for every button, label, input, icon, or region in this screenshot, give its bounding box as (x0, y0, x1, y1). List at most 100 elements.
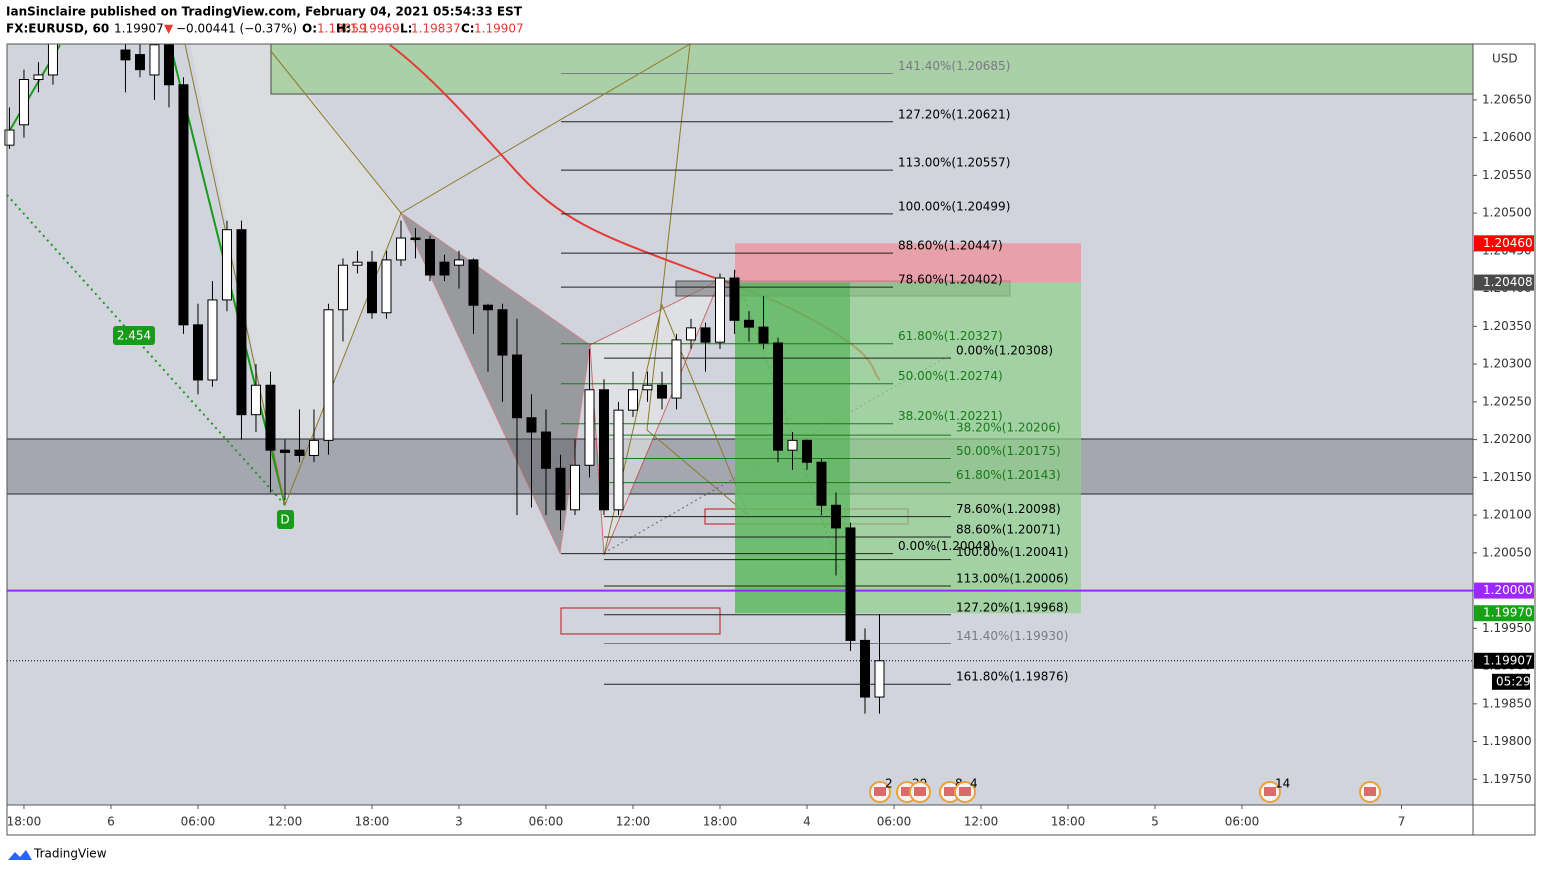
candle-body (526, 417, 537, 433)
fib-label: 61.80%(1.20143) (956, 468, 1061, 482)
l-label: L: (400, 22, 412, 36)
y-tick-label: 1.20050 (1482, 545, 1532, 559)
o: 1.19859 (317, 22, 367, 36)
fib-label: 0.00%(1.20308) (956, 344, 1053, 358)
candle-body (714, 277, 725, 343)
candle-body (758, 326, 769, 344)
y-tick-label: 1.20350 (1482, 319, 1532, 333)
price-label-box (1474, 235, 1534, 252)
candle-body (700, 327, 711, 343)
supply-zone (270, 43, 1474, 95)
price-label: 1.20000 (1483, 583, 1533, 597)
price-label: 1.19970 (1483, 606, 1533, 620)
candle-body (685, 327, 696, 341)
candle-body (772, 342, 783, 451)
x-tick-label: 4 (803, 815, 811, 829)
x-tick-label: 6 (107, 815, 115, 829)
candle-body (555, 467, 566, 511)
fib-label: 113.00%(1.20006) (956, 572, 1068, 586)
candle-body (178, 84, 189, 326)
candle-body (584, 389, 595, 466)
c: 1.19907 (474, 22, 524, 36)
pattern-fill (190, 44, 401, 505)
x-tick-label: 12:00 (964, 815, 999, 829)
candle-body (192, 324, 203, 381)
fib-label: 141.40%(1.20685) (898, 59, 1010, 73)
time-axis (7, 806, 1535, 835)
box (560, 607, 721, 635)
fib-label: 127.20%(1.20621) (898, 107, 1010, 121)
candle-body (671, 339, 682, 399)
fib-label: 50.00%(1.20274) (898, 369, 1003, 383)
o-label: O: (302, 22, 317, 36)
candle-body (207, 299, 218, 381)
candle-body (642, 384, 653, 391)
x-tick-label: 12:00 (268, 815, 303, 829)
candle-body (236, 229, 247, 416)
event-flag (874, 787, 886, 796)
price-label-box (1474, 274, 1534, 291)
candle-body (337, 264, 348, 311)
candle-body (120, 49, 131, 61)
event-count: 4 (970, 777, 978, 791)
pattern-line (184, 43, 402, 507)
y-tick-label: 1.20150 (1482, 470, 1532, 484)
candle-body (308, 439, 319, 456)
candle-body (482, 304, 493, 311)
fib-label: 113.00%(1.20557) (898, 156, 1010, 170)
y-tick-label: 1.20200 (1482, 432, 1532, 446)
arrow: ▼ (164, 22, 174, 36)
price-axis (1474, 44, 1535, 805)
candle-body (4, 129, 15, 146)
fib-label: 100.00%(1.20499) (898, 199, 1010, 213)
y-tick-label: 1.19750 (1482, 772, 1532, 786)
candle-body (801, 439, 812, 463)
footer: TradingView (8, 847, 107, 861)
event-flag (1364, 787, 1376, 796)
candle-body (439, 261, 450, 276)
candle-body (656, 384, 667, 399)
event-flag (914, 787, 926, 796)
candle-body (468, 259, 479, 306)
candle-body (787, 439, 798, 451)
candle-body (323, 309, 334, 441)
candle-body (859, 639, 870, 698)
price-label: 1.19907 (1483, 653, 1533, 667)
x-tick-label: 18:00 (703, 815, 738, 829)
fib-label: 78.60%(1.20402) (898, 273, 1003, 287)
h: 1.19969 (350, 22, 400, 36)
frame (6, 43, 1536, 836)
candle-body (453, 259, 464, 266)
candle-body (381, 259, 392, 314)
candle-body (279, 449, 290, 453)
x-tick-label: 06:00 (1225, 815, 1260, 829)
price-label-box (1474, 605, 1534, 622)
candle-body (569, 464, 580, 511)
c-label: C: (461, 22, 475, 36)
x-tick-label: 3 (455, 815, 463, 829)
price-label: 1.20408 (1483, 275, 1533, 289)
candle-body (830, 504, 841, 529)
countdown: 05:29 (1496, 674, 1531, 688)
y-tick-label: 1.19850 (1482, 696, 1532, 710)
y-tick-label: 1.20250 (1482, 394, 1532, 408)
fib-label: 61.80%(1.20327) (898, 329, 1003, 343)
symbol: FX:EURUSD, 60 (6, 22, 109, 36)
candle-body (729, 277, 740, 321)
candle-body (294, 449, 305, 456)
fib-label: 88.60%(1.20447) (898, 239, 1003, 253)
candle-body (627, 389, 638, 411)
stop-zone (735, 243, 1081, 283)
event-flag (1264, 787, 1276, 796)
fib-label: 127.20%(1.19968) (956, 600, 1068, 614)
fib-label: 50.00%(1.20175) (956, 444, 1061, 458)
candle-body (265, 384, 276, 451)
y-tick-label: 1.20300 (1482, 357, 1532, 371)
fib-label: 38.20%(1.20221) (898, 409, 1003, 423)
event-flag (959, 787, 971, 796)
x-tick-label: 7 (1398, 815, 1406, 829)
annotation: 2.454 (117, 329, 151, 343)
brand: TradingView (33, 847, 107, 861)
y-tick-label: 1.20550 (1482, 168, 1532, 182)
